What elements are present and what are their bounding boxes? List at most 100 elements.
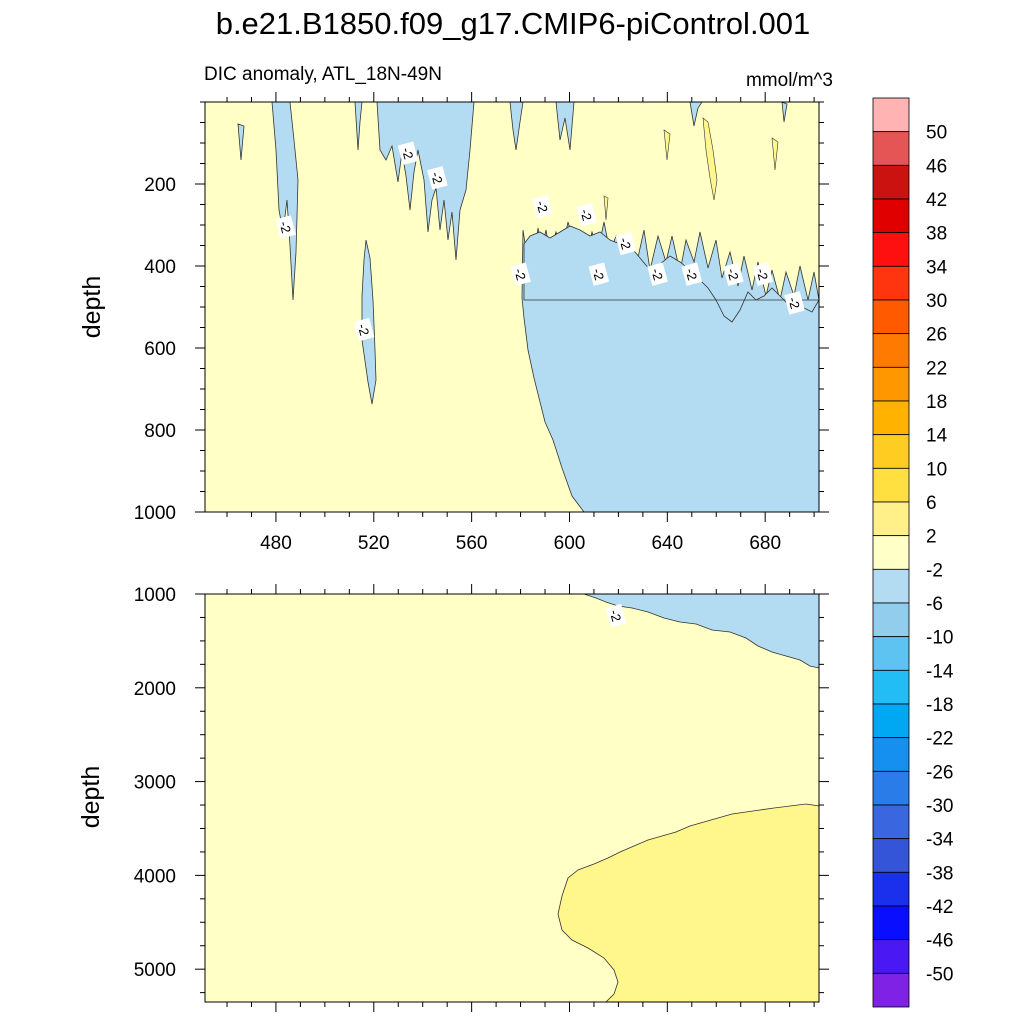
upper-x-tick-label: 600 xyxy=(554,533,586,554)
contour-label: -2 xyxy=(576,203,597,227)
colorbar-swatch xyxy=(872,737,910,772)
lower-y-tick-label: 2000 xyxy=(134,679,176,700)
colorbar-label: -38 xyxy=(926,863,953,884)
colorbar-label: 6 xyxy=(926,493,937,514)
colorbar-label: -22 xyxy=(926,729,953,750)
upper-y-tick-label: 800 xyxy=(144,421,176,442)
contour-label: -2 xyxy=(353,317,375,342)
colorbar-label: -30 xyxy=(926,796,953,817)
colorbar-label: -18 xyxy=(926,695,953,716)
colorbar-label: 30 xyxy=(926,291,947,312)
contour-label-box xyxy=(723,262,744,286)
colorbar-swatch xyxy=(872,972,910,1008)
lower-y-axis: 1000 2000 3000 4000 5000 xyxy=(134,585,829,994)
contour-label-text: -2 xyxy=(617,236,634,251)
upper-surface-positive-streaks xyxy=(603,117,779,221)
contour-label-box xyxy=(588,262,610,286)
colorbar-label: -2 xyxy=(926,560,943,581)
lower-x-axis xyxy=(226,584,815,1012)
upper-y-tick-label: 400 xyxy=(144,257,176,278)
lower-y-axis-label: depth xyxy=(77,766,105,829)
colorbar-swatch xyxy=(872,164,910,200)
contour-label: -2 xyxy=(427,166,448,190)
contour-label: -2 xyxy=(510,262,531,286)
upper-x-tick-label: 480 xyxy=(260,533,292,554)
contour-label-text: -2 xyxy=(785,296,802,311)
colorbar-swatch xyxy=(872,669,910,705)
upper-x-tick-label: 520 xyxy=(358,533,390,554)
colorbar-label: -42 xyxy=(926,897,953,918)
upper-x-axis: 480 520 560 600 640 680 xyxy=(226,92,815,554)
contour-label-text: -2 xyxy=(428,170,445,185)
colorbar-label: -10 xyxy=(926,628,953,649)
colorbar-label: 38 xyxy=(926,224,947,245)
colorbar-swatch xyxy=(872,467,910,503)
contour-label-text: -2 xyxy=(277,220,294,235)
colorbar-label: 2 xyxy=(926,527,937,548)
upper-y-tick-label: 1000 xyxy=(134,503,176,524)
contour-label-text: -2 xyxy=(648,267,665,282)
colorbar-label: 14 xyxy=(926,426,948,447)
upper-y-axis-label: depth xyxy=(78,276,106,339)
colorbar-label: 10 xyxy=(926,459,947,480)
colorbar-swatch xyxy=(872,232,910,267)
contour-label: -2 xyxy=(588,262,610,286)
colorbar-swatch xyxy=(872,838,910,873)
colorbar-label: 46 xyxy=(926,156,947,177)
colorbar-label: -34 xyxy=(926,830,954,851)
lower-y-tick-label: 4000 xyxy=(134,866,176,887)
contour-label: -2 xyxy=(605,603,627,628)
colorbar-swatch xyxy=(872,905,910,941)
colorbar-swatch xyxy=(872,939,910,974)
colorbar-label: -50 xyxy=(926,964,953,985)
contour-label: -2 xyxy=(275,215,297,239)
colorbar-label: 22 xyxy=(926,358,947,379)
colorbar-swatch xyxy=(872,366,910,402)
lower-contour-labels: -2 xyxy=(605,603,627,628)
colorbar-label: -26 xyxy=(926,762,953,783)
colorbar-label: 26 xyxy=(926,325,947,346)
upper-panel: -2 -2 -2 -2 -2 -2 -2 -2 -2 -2 -2 -2 -2 -2 480 520 560 60… xyxy=(78,92,829,554)
upper-contour-labels: -2 -2 -2 -2 -2 -2 -2 -2 -2 -2 -2 -2 -2 -2 xyxy=(275,141,805,342)
contour-label-box xyxy=(427,166,448,190)
contour-label: -2 xyxy=(752,262,774,286)
colorbar-label: -14 xyxy=(926,661,954,682)
upper-x-tick-label: 680 xyxy=(749,533,781,554)
contour-label: -2 xyxy=(784,291,805,315)
lower-panel-frame xyxy=(204,593,820,1003)
colorbar-label: 34 xyxy=(926,257,948,278)
contour-label-box xyxy=(784,291,805,315)
colorbar-swatch xyxy=(872,265,910,301)
colorbar-swatch xyxy=(872,501,910,537)
colorbar-swatch xyxy=(872,535,910,570)
colorbar-swatch xyxy=(872,198,910,234)
colorbar-swatch xyxy=(872,400,910,436)
contour-label-text: -2 xyxy=(607,608,624,623)
upper-x-tick-label: 560 xyxy=(456,533,488,554)
colorbar-label: 50 xyxy=(926,123,947,144)
panel-subtitle-right: mmol/m^3 xyxy=(746,70,833,91)
upper-y-axis: 200 400 600 800 1000 xyxy=(134,101,829,524)
contour-label-text: -2 xyxy=(724,267,741,282)
contour-label-box xyxy=(353,317,375,342)
contour-label: -2 xyxy=(397,141,419,165)
contour-label: -2 xyxy=(615,231,637,256)
lower-positive-bottom-region xyxy=(557,803,820,1003)
colorbar-swatch xyxy=(872,602,910,638)
upper-x-tick-label: 640 xyxy=(651,533,683,554)
contour-label-box xyxy=(532,194,553,219)
contour-label-box xyxy=(576,203,597,227)
contour-label-text: -2 xyxy=(533,199,550,214)
contour-label-box xyxy=(681,262,703,286)
contour-label-text: -2 xyxy=(683,267,700,282)
contour-label-text: -2 xyxy=(399,146,416,161)
contour-label-box xyxy=(615,231,637,256)
colorbar: 50 46 42 38 34 30 26 22 18 14 10 6 2 -2 -6 -10 -14 -18 -22… xyxy=(872,97,954,1008)
contour-label: -2 xyxy=(647,262,668,286)
lower-y-tick-label: 5000 xyxy=(134,960,176,981)
colorbar-label: -46 xyxy=(926,931,953,952)
upper-y-tick-label: 600 xyxy=(144,339,176,360)
contour-label-text: -2 xyxy=(754,267,771,282)
colorbar-swatch xyxy=(872,333,910,368)
